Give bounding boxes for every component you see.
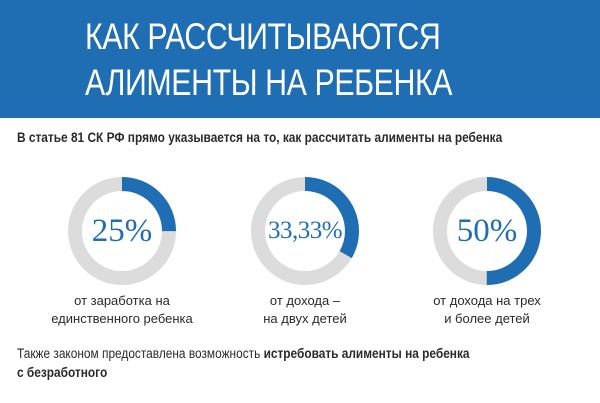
rate-caption-line-1: от дохода – bbox=[269, 293, 341, 308]
footer-bold: истребовать алименты на ребенка bbox=[263, 346, 470, 361]
progress-ring-33 bbox=[251, 177, 359, 285]
rate-caption-line-2: на двух детей bbox=[263, 311, 347, 326]
rate-value: 25% bbox=[91, 213, 153, 249]
rate-block-three-children: 50% от дохода на трех и более детей bbox=[397, 176, 577, 336]
title-line-2: АЛИМЕНТЫ НА РЕБЕНКА bbox=[85, 62, 453, 103]
footer-line-1: Также законом предоставлена возможность … bbox=[17, 344, 470, 363]
intro-text: В статье 81 СК РФ прямо указывается на т… bbox=[17, 130, 503, 145]
rate-value: 50% bbox=[456, 213, 518, 249]
rate-caption: от заработка на единственного ребенка bbox=[32, 292, 212, 328]
rate-block-one-child: 25% от заработка на единственного ребенк… bbox=[32, 176, 212, 336]
rate-caption: от дохода – на двух детей bbox=[215, 292, 395, 328]
footer-bold-line-2: с безработного bbox=[17, 365, 108, 380]
progress-ring-50 bbox=[433, 177, 541, 285]
rate-caption: от дохода на трех и более детей bbox=[397, 292, 577, 328]
ring-fill-33 bbox=[251, 177, 359, 285]
title-banner: КАК РАССЧИТЫВАЮТСЯ АЛИМЕНТЫ НА РЕБЕНКА bbox=[0, 0, 600, 118]
rate-value: 33,33% bbox=[267, 217, 343, 244]
rate-caption-line-1: от дохода на трех bbox=[433, 293, 541, 308]
ring-fill-50 bbox=[433, 177, 541, 285]
rate-caption-line-2: и более детей bbox=[444, 311, 530, 326]
rate-caption-line-1: от заработка на bbox=[74, 293, 170, 308]
footer-text: Также законом предоставлена возможность … bbox=[17, 344, 470, 382]
footer-plain: Также законом предоставлена возможность bbox=[17, 346, 264, 361]
footer-line-2: с безработного bbox=[17, 363, 470, 382]
rate-block-two-children: 33,33% от дохода – на двух детей bbox=[215, 176, 395, 336]
progress-ring-25 bbox=[68, 177, 176, 285]
rate-caption-line-2: единственного ребенка bbox=[51, 311, 193, 326]
title-line-1: КАК РАССЧИТЫВАЮТСЯ bbox=[85, 16, 441, 57]
ring-fill-25 bbox=[68, 177, 176, 285]
